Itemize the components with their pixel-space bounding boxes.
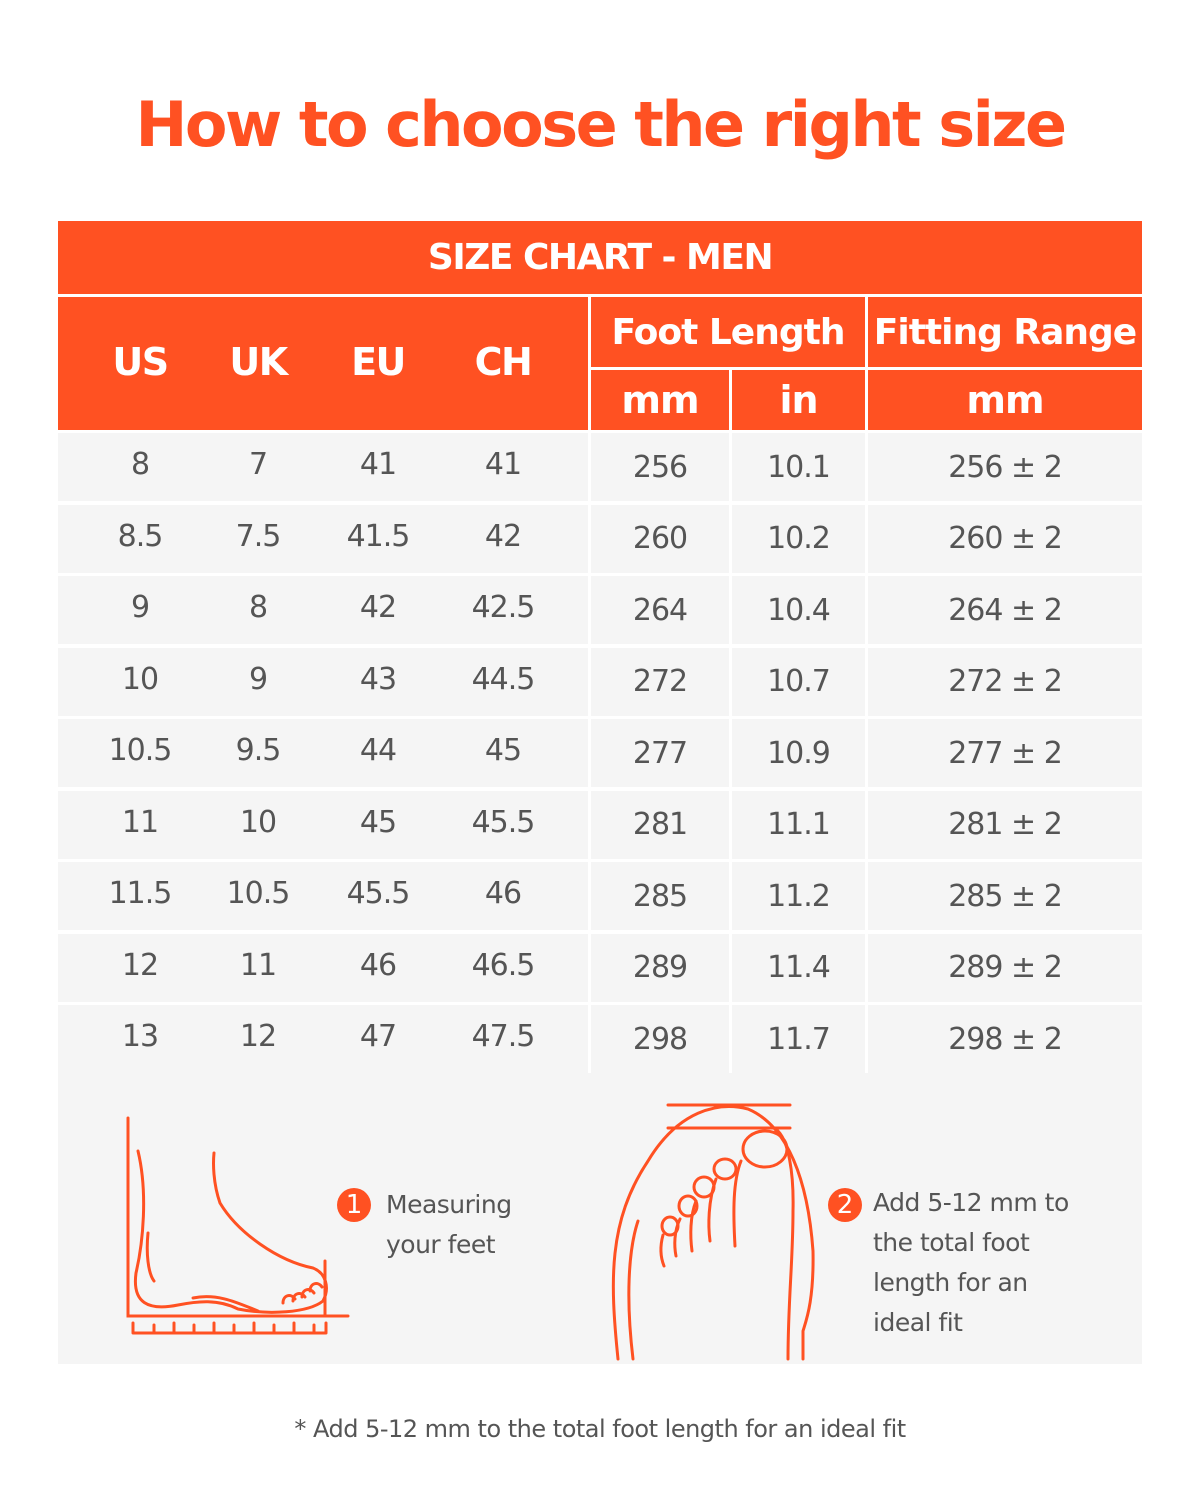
cell-fitting-range: 272 ± 2 xyxy=(868,647,1142,716)
cell-foot-mm: 298 xyxy=(591,1005,729,1073)
cell-fitting-range: 281 ± 2 xyxy=(868,790,1142,859)
step-1-line: Measuring xyxy=(386,1190,512,1219)
cell-eu: 47 xyxy=(359,1019,397,1054)
cell-fitting-range: 289 ± 2 xyxy=(868,933,1142,1002)
cell-fitting-range: 264 ± 2 xyxy=(868,576,1142,644)
cell-eu: 43 xyxy=(359,661,397,697)
cell-ch: 44.5 xyxy=(471,661,536,697)
cell-ch: 46.5 xyxy=(471,947,536,983)
cell-foot-in: 10.1 xyxy=(732,433,865,501)
cell-ch: 47.5 xyxy=(471,1019,536,1054)
measuring-guide-panel: 1 Measuring your feet 2 Add 5-12 mm to t… xyxy=(58,1073,1142,1364)
cell-us: 12 xyxy=(121,947,159,983)
cell-foot-in: 10.9 xyxy=(732,719,865,787)
cell-foot-mm: 289 xyxy=(591,933,729,1002)
header-fitting-range: Fitting Range xyxy=(868,297,1142,367)
step-2-line: length for an xyxy=(873,1268,1028,1297)
step-2-line: the total foot xyxy=(873,1228,1030,1257)
cell-ch: 46 xyxy=(484,876,522,911)
cell-foot-mm: 264 xyxy=(591,576,729,644)
foot-side-ruler-icon xyxy=(126,1116,350,1335)
cell-eu: 45.5 xyxy=(346,876,411,911)
cell-us: 13 xyxy=(121,1019,159,1054)
cell-uk: 9 xyxy=(248,661,268,697)
cell-foot-mm: 281 xyxy=(591,790,729,859)
table-row xyxy=(58,719,588,787)
cell-uk: 7.5 xyxy=(235,518,282,554)
table-row xyxy=(58,433,588,501)
table-row xyxy=(58,862,588,930)
cell-foot-mm: 277 xyxy=(591,719,729,787)
cell-fitting-range: 260 ± 2 xyxy=(868,504,1142,573)
cell-foot-in: 11.1 xyxy=(732,790,865,859)
header-foot-in: in xyxy=(732,370,865,430)
cell-eu: 42 xyxy=(359,590,397,625)
table-row xyxy=(58,647,588,716)
cell-foot-mm: 285 xyxy=(591,862,729,930)
footnote: * Add 5-12 mm to the total foot length f… xyxy=(294,1415,906,1443)
cell-uk: 11 xyxy=(239,947,277,983)
header-foot-mm: mm xyxy=(591,370,729,430)
cell-us: 8.5 xyxy=(117,518,164,554)
cell-foot-in: 11.2 xyxy=(732,862,865,930)
cell-fitting-range: 285 ± 2 xyxy=(868,862,1142,930)
cell-us: 10.5 xyxy=(108,733,173,768)
cell-us: 9 xyxy=(130,590,150,625)
size-systems-header xyxy=(58,297,588,430)
cell-uk: 9.5 xyxy=(235,733,282,768)
cell-foot-mm: 260 xyxy=(591,504,729,573)
cell-fitting-range: 277 ± 2 xyxy=(868,719,1142,787)
cell-us: 11.5 xyxy=(108,876,173,911)
cell-ch: 41 xyxy=(484,447,522,482)
cell-eu: 41.5 xyxy=(346,518,411,554)
page-title: How to choose the right size xyxy=(135,88,1067,161)
cell-us: 11 xyxy=(121,804,159,840)
header-fit-mm: mm xyxy=(868,370,1142,430)
cell-foot-in: 10.2 xyxy=(732,504,865,573)
cell-fitting-range: 256 ± 2 xyxy=(868,433,1142,501)
header-foot-length: Foot Length xyxy=(591,297,865,367)
header-us: US xyxy=(112,340,169,384)
cell-foot-mm: 272 xyxy=(591,647,729,716)
step-1-line: your feet xyxy=(386,1230,496,1259)
table-row xyxy=(58,504,588,573)
cell-foot-in: 11.7 xyxy=(732,1005,865,1073)
cell-foot-mm: 256 xyxy=(591,433,729,501)
table-row xyxy=(58,933,588,1002)
cell-uk: 12 xyxy=(239,1019,277,1054)
step-1-badge: 1 xyxy=(337,1188,371,1222)
table-row xyxy=(58,790,588,859)
table-row xyxy=(58,1005,588,1073)
cell-ch: 42.5 xyxy=(471,590,536,625)
cell-eu: 41 xyxy=(359,447,397,482)
header-ch: CH xyxy=(474,340,533,384)
table-row xyxy=(58,576,588,644)
cell-foot-in: 11.4 xyxy=(732,933,865,1002)
cell-ch: 45.5 xyxy=(471,804,536,840)
cell-uk: 10 xyxy=(239,804,277,840)
step-2-line: Add 5-12 mm to xyxy=(873,1188,1069,1217)
foot-top-toes-icon xyxy=(611,1103,815,1361)
cell-eu: 45 xyxy=(359,804,397,840)
cell-us: 8 xyxy=(130,447,150,482)
cell-uk: 7 xyxy=(248,447,268,482)
cell-ch: 42 xyxy=(484,518,522,554)
cell-eu: 44 xyxy=(359,733,397,768)
size-chart-caption: SIZE CHART - MEN xyxy=(58,221,1142,294)
cell-foot-in: 10.7 xyxy=(732,647,865,716)
cell-uk: 8 xyxy=(248,590,268,625)
header-uk: UK xyxy=(229,340,288,384)
cell-us: 10 xyxy=(121,661,159,697)
step-2-line: ideal fit xyxy=(873,1308,963,1337)
cell-uk: 10.5 xyxy=(226,876,291,911)
cell-ch: 45 xyxy=(484,733,522,768)
cell-fitting-range: 298 ± 2 xyxy=(868,1005,1142,1073)
header-eu: EU xyxy=(351,340,406,384)
cell-foot-in: 10.4 xyxy=(732,576,865,644)
step-2-badge: 2 xyxy=(828,1188,862,1222)
cell-eu: 46 xyxy=(359,947,397,983)
